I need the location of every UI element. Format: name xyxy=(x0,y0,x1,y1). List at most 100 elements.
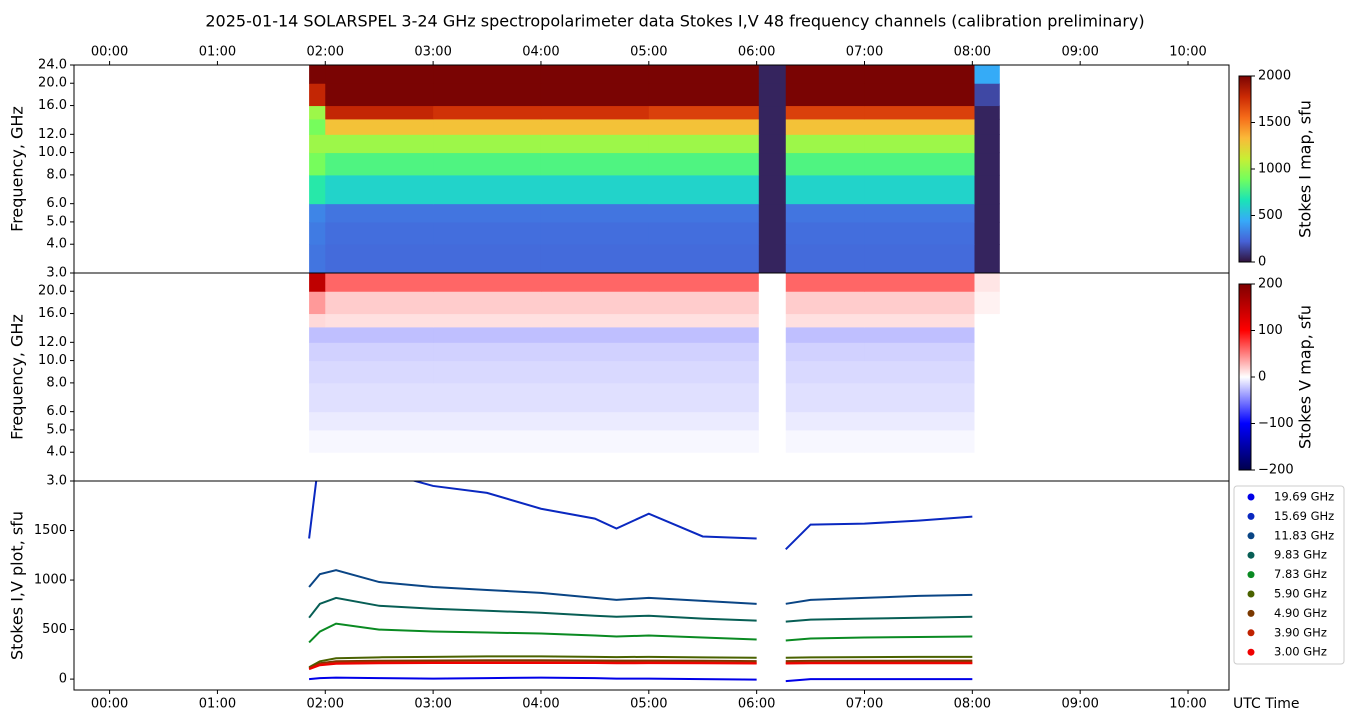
heatmap-cell xyxy=(785,118,865,135)
y-axis-label: Frequency, GHz xyxy=(8,314,27,440)
heatmap-cell xyxy=(433,429,542,453)
heatmap-cell xyxy=(974,174,1000,205)
heatmap-cell xyxy=(309,452,326,481)
colorbar-tick-label: −100 xyxy=(1258,416,1294,431)
heatmap-cell xyxy=(433,244,542,273)
heatmap-cell xyxy=(540,342,650,362)
heatmap-cell xyxy=(540,105,650,120)
heatmap-cell xyxy=(864,244,975,273)
x-tick-label: 04:00 xyxy=(522,697,559,712)
legend-marker xyxy=(1247,551,1255,559)
x-tick-label: 06:00 xyxy=(738,45,775,60)
heatmap-cell xyxy=(864,152,975,176)
heatmap-cell xyxy=(325,118,434,135)
series-line xyxy=(308,569,973,605)
heatmap-cell xyxy=(540,203,650,223)
x-tick-label: 05:00 xyxy=(630,697,667,712)
heatmap-cell xyxy=(433,152,542,176)
heatmap-cell xyxy=(309,65,326,84)
heatmap-cell xyxy=(540,134,650,154)
heatmap-cell xyxy=(309,83,326,107)
x-tick-label: 08:00 xyxy=(954,45,991,60)
x-tick-label: 02:00 xyxy=(307,45,344,60)
heatmap-cell xyxy=(785,203,865,223)
legend-label: 5.90 GHz xyxy=(1274,587,1327,601)
y-tick-label: 24.0 xyxy=(38,58,67,73)
x-tick-label: 07:00 xyxy=(846,697,883,712)
heatmap-cell xyxy=(864,342,975,362)
heatmap-cell xyxy=(309,342,326,362)
heatmap-cell xyxy=(309,326,326,343)
heatmap-cell xyxy=(325,65,434,84)
heatmap-cell xyxy=(864,382,975,413)
heatmap-cell xyxy=(974,65,1000,84)
heatmap-cell xyxy=(433,342,542,362)
heatmap-cell xyxy=(785,105,865,120)
legend-marker xyxy=(1247,571,1255,579)
heatmap-cell xyxy=(648,382,760,413)
heatmap-cell xyxy=(785,273,865,292)
heatmap-cell xyxy=(758,203,787,223)
heatmap-cell xyxy=(864,273,975,292)
heatmap-cell xyxy=(785,360,865,384)
heatmap-cell xyxy=(785,244,865,273)
colorbar-tick-label: 2000 xyxy=(1258,69,1291,84)
y-tick-label: 10.0 xyxy=(38,353,67,368)
heatmap-cell xyxy=(974,452,1000,481)
legend-marker xyxy=(1247,629,1255,637)
heatmap-cell xyxy=(974,291,1000,315)
colorbar xyxy=(1238,283,1252,471)
heatmap-cell xyxy=(785,152,865,176)
heatmap-cell xyxy=(325,429,434,453)
heatmap-cell xyxy=(758,326,787,343)
y-tick-label: 8.0 xyxy=(46,167,67,182)
series-line xyxy=(308,622,973,644)
heatmap-cell xyxy=(864,203,975,223)
heatmap-cell xyxy=(433,65,542,84)
heatmap-cell xyxy=(785,342,865,362)
heatmap-cell xyxy=(864,105,975,120)
heatmap-cell xyxy=(785,83,865,107)
x-tick-label: 02:00 xyxy=(307,697,344,712)
x-tick-label: 06:00 xyxy=(738,697,775,712)
heatmap-cell xyxy=(325,134,434,154)
heatmap-cell xyxy=(433,326,542,343)
heatmap-cell xyxy=(309,291,326,315)
heatmap-cell xyxy=(309,382,326,413)
heatmap-cell xyxy=(785,174,865,205)
heatmap-cell xyxy=(540,382,650,413)
y-tick-label: 5.0 xyxy=(46,214,67,229)
heatmap-cell xyxy=(325,411,434,431)
heatmap-cell xyxy=(864,174,975,205)
chart-title: 2025-01-14 SOLARSPEL 3-24 GHz spectropol… xyxy=(205,12,1144,31)
y-tick-label: 10.0 xyxy=(38,145,67,160)
y-tick-label: 4.0 xyxy=(46,445,67,460)
colorbar-tick-label: 1000 xyxy=(1258,162,1291,177)
heatmap-cell xyxy=(974,429,1000,453)
series-line xyxy=(308,661,973,671)
heatmap-cell xyxy=(433,118,542,135)
heatmap-cell xyxy=(864,360,975,384)
heatmap-cell xyxy=(309,203,326,223)
y-tick-label: 1000 xyxy=(34,573,67,588)
heatmap-cell xyxy=(974,221,1000,245)
heatmap-cell xyxy=(758,134,787,154)
heatmap-cell xyxy=(785,326,865,343)
heatmap-cell xyxy=(325,221,434,245)
heatmap-cell xyxy=(864,65,975,84)
plot-area xyxy=(309,65,1000,273)
heatmap-cell xyxy=(785,221,865,245)
heatmap-cell xyxy=(433,134,542,154)
heatmap-cell xyxy=(758,342,787,362)
y-tick-label: 3.0 xyxy=(46,474,67,489)
legend-marker xyxy=(1247,648,1255,656)
heatmap-cell xyxy=(864,313,975,328)
heatmap-cell xyxy=(648,452,760,481)
heatmap-cell xyxy=(974,273,1000,292)
heatmap-cell xyxy=(758,382,787,413)
heatmap-cell xyxy=(325,360,434,384)
x-tick-label: 10:00 xyxy=(1169,45,1206,60)
y-tick-label: 4.0 xyxy=(46,237,67,252)
heatmap-cell xyxy=(785,382,865,413)
heatmap-cell xyxy=(758,313,787,328)
